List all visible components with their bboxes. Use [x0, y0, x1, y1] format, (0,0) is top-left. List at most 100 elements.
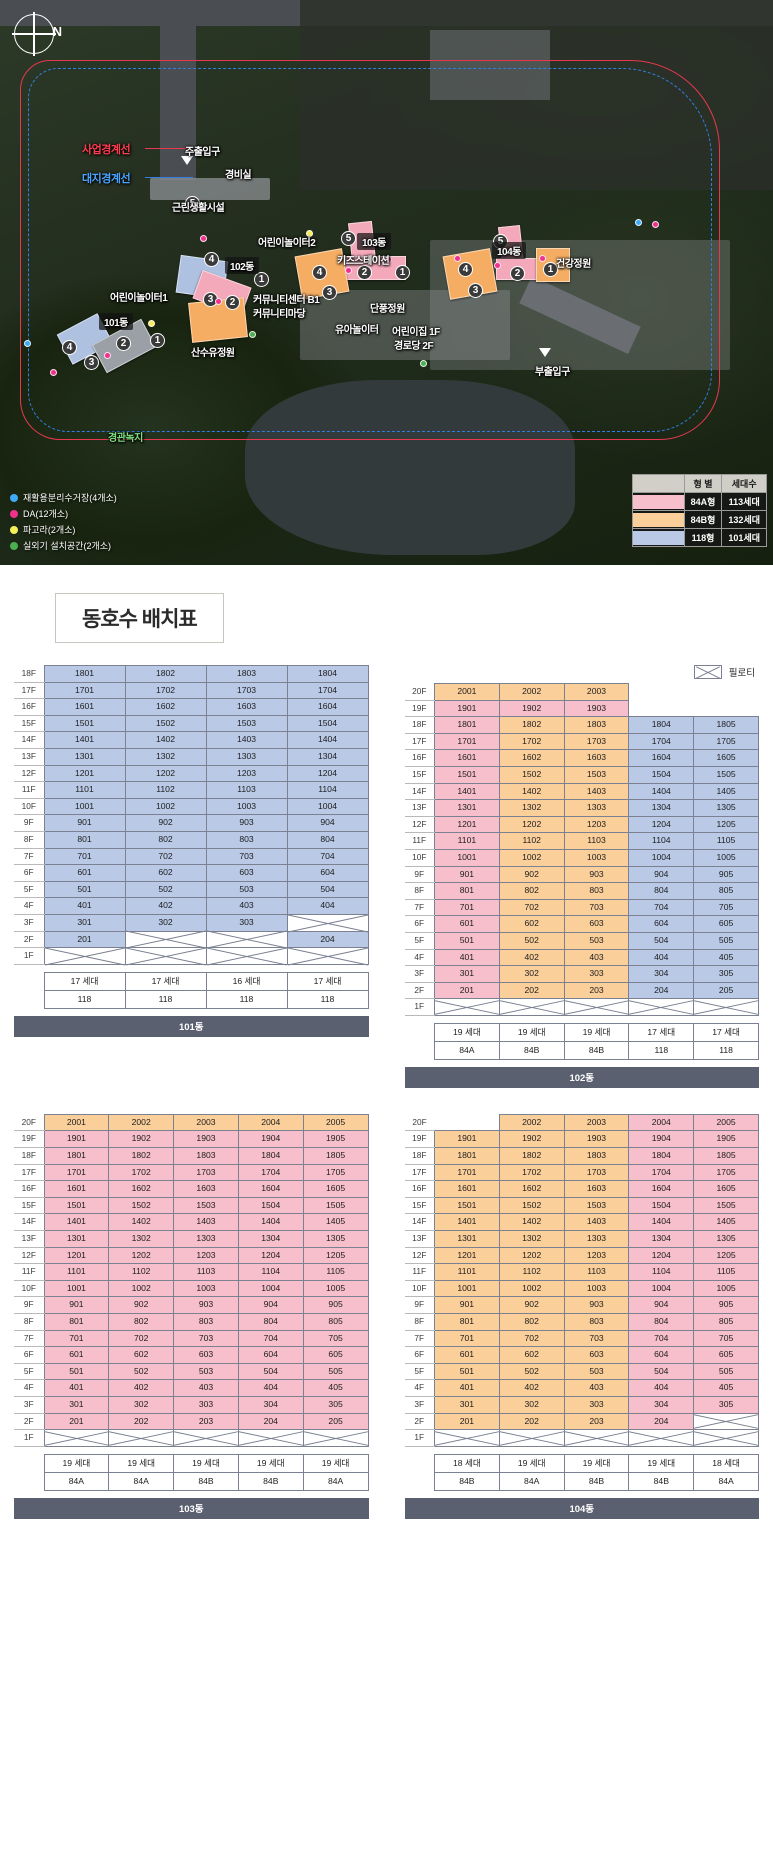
type-name-header: 형 별 — [683, 474, 723, 493]
unit-cell: 1804 — [237, 1147, 304, 1165]
unit-cell: 403 — [205, 897, 288, 915]
piloti-cell — [498, 998, 565, 1016]
unit-cell: 1205 — [693, 1246, 759, 1265]
table-row: 3F 301 302 303 304 305 — [404, 1395, 759, 1414]
table-row: 18F 1801 1802 1803 1804 1805 — [404, 1147, 759, 1165]
unit-cell: 1703 — [563, 1163, 630, 1182]
legend-item-pergola: 파고라(2개소) — [10, 523, 117, 536]
summary-count-cell: 19 세대 — [628, 1453, 695, 1473]
type-swatch-84B형 — [631, 510, 685, 529]
unit-cell: 1903 — [563, 699, 630, 718]
unit-cell: 1601 — [434, 749, 500, 767]
summary-type-cell: 84B — [434, 1471, 500, 1491]
unit-cell: 704 — [286, 847, 369, 866]
unit-cell: 1404 — [286, 731, 369, 749]
unit-cell: 902 — [124, 814, 207, 832]
unit-cell: 701 — [434, 898, 500, 917]
table-row: 11F 1101 1102 1103 1104 1105 — [404, 832, 759, 850]
unit-marker-102-2: 2 — [225, 295, 240, 310]
piloti-cell — [302, 1429, 369, 1447]
map-label-community-yard: 커뮤니티마당 — [253, 309, 306, 320]
site-boundary-line — [28, 68, 712, 432]
floor-label: 19F — [404, 1130, 435, 1149]
table-row: 13F 1301 1302 1303 1304 1305 — [14, 1230, 369, 1248]
floor-label: 14F — [404, 783, 435, 801]
unit-cell: 1402 — [498, 1213, 565, 1232]
unit-cell: 1403 — [173, 1213, 239, 1232]
floor-label: 12F — [404, 1247, 435, 1265]
floor-label: 16F — [404, 749, 435, 767]
table-row: 12F 1201 1202 1203 1204 1205 — [404, 815, 759, 834]
unit-cell: 505 — [693, 931, 759, 950]
table-row: 1F — [14, 1429, 369, 1447]
table-row: 10F 1001 1002 1003 1004 1005 — [404, 1279, 759, 1298]
unit-cell: 1101 — [434, 1263, 500, 1281]
legend-item-recycling: 재활용분리수거장(4개소) — [10, 491, 117, 504]
unit-marker-104-3: 3 — [468, 283, 483, 298]
unit-cell: 1802 — [124, 665, 207, 683]
table-row: 9F 901 902 903 904 905 — [404, 1296, 759, 1314]
floor-label: 17F — [404, 1164, 435, 1182]
type-count-header: 세대수 — [721, 474, 767, 493]
unit-cell: 1502 — [108, 1196, 175, 1215]
table-row: 17F 1701 1702 1703 1704 1705 — [404, 1163, 759, 1182]
da-dot-10 — [652, 221, 659, 228]
unit-cell: 1403 — [563, 1213, 630, 1232]
summary-type-cell: 84B — [237, 1471, 304, 1491]
floor-label: 12F — [14, 1247, 44, 1265]
unit-cell: 1401 — [43, 1213, 110, 1232]
type-name-cell: 84A형 — [683, 492, 723, 511]
table-row: 20F 2002 2003 2004 2005 — [404, 1113, 759, 1132]
summary-type-cell: 84A — [434, 1040, 500, 1060]
page-title-text: 동호수 배치표 — [82, 608, 198, 631]
unit-cell: 1904 — [237, 1130, 304, 1149]
unit-cell: 905 — [302, 1296, 369, 1314]
unit-cell: 1701 — [434, 1163, 500, 1182]
table-row: 16F 1601 1602 1603 1604 — [14, 698, 369, 716]
unit-cell: 1502 — [498, 765, 565, 784]
summary-row: 118 118 118 118 — [14, 989, 369, 1009]
unit-cell: 402 — [108, 1379, 175, 1397]
unit-cell: 1703 — [205, 681, 288, 700]
summary-table-102동: 19 세대 19 세대 19 세대 17 세대 17 세대 84A 84B 84B 118 118 — [404, 1022, 760, 1060]
table-row: 1F — [404, 1429, 759, 1447]
outdoor-unit-dot-1 — [249, 331, 256, 338]
floor-label: 3F — [14, 914, 44, 932]
unit-cell: 1804 — [628, 1147, 695, 1165]
floor-label: 19F — [14, 1130, 44, 1149]
table-row: 5F 501 502 503 504 — [14, 880, 369, 899]
unit-cell: 1604 — [628, 749, 695, 767]
unit-cell: 801 — [434, 1313, 500, 1331]
table-row: 5F 501 502 503 504 505 — [14, 1362, 369, 1381]
unit-cell: 1103 — [205, 781, 288, 799]
table-row: 6F 601 602 603 604 605 — [404, 915, 759, 933]
unit-cell: 303 — [563, 1395, 630, 1414]
map-label-dong-104: 104동 — [492, 242, 526, 259]
table-row: 17F 1701 1702 1703 1704 1705 — [404, 732, 759, 751]
dong-name-bar: 104동 — [404, 1497, 759, 1519]
unit-cell: 703 — [205, 847, 288, 866]
unit-cell: 1503 — [563, 1196, 630, 1215]
floor-label: 5F — [14, 881, 44, 899]
unit-cell: 1401 — [43, 731, 126, 749]
unit-cell: 504 — [237, 1362, 304, 1381]
unit-cell: 402 — [124, 897, 207, 915]
unit-cell: 302 — [498, 965, 565, 983]
unit-cell: 1401 — [434, 782, 500, 801]
unit-cell: 405 — [693, 948, 759, 967]
unit-cell: 1803 — [563, 1147, 630, 1165]
unit-cell: 1204 — [286, 764, 369, 783]
floor-label: 13F — [14, 748, 44, 766]
unit-cell: 1002 — [498, 848, 565, 867]
unit-cell: 2002 — [498, 683, 565, 701]
table-row: 10F 1001 1002 1003 1004 1005 — [404, 848, 759, 867]
floor-label: 10F — [404, 849, 435, 867]
unit-cell: 1302 — [108, 1230, 175, 1248]
unit-cell: 1003 — [205, 797, 288, 816]
unit-cell: 604 — [286, 864, 369, 882]
summary-type-cell: 84B — [563, 1471, 630, 1491]
unit-cell: 701 — [43, 847, 126, 866]
unit-cell: 1101 — [43, 781, 126, 799]
floor-label: 18F — [14, 1147, 44, 1165]
unit-cell: 302 — [108, 1395, 175, 1414]
